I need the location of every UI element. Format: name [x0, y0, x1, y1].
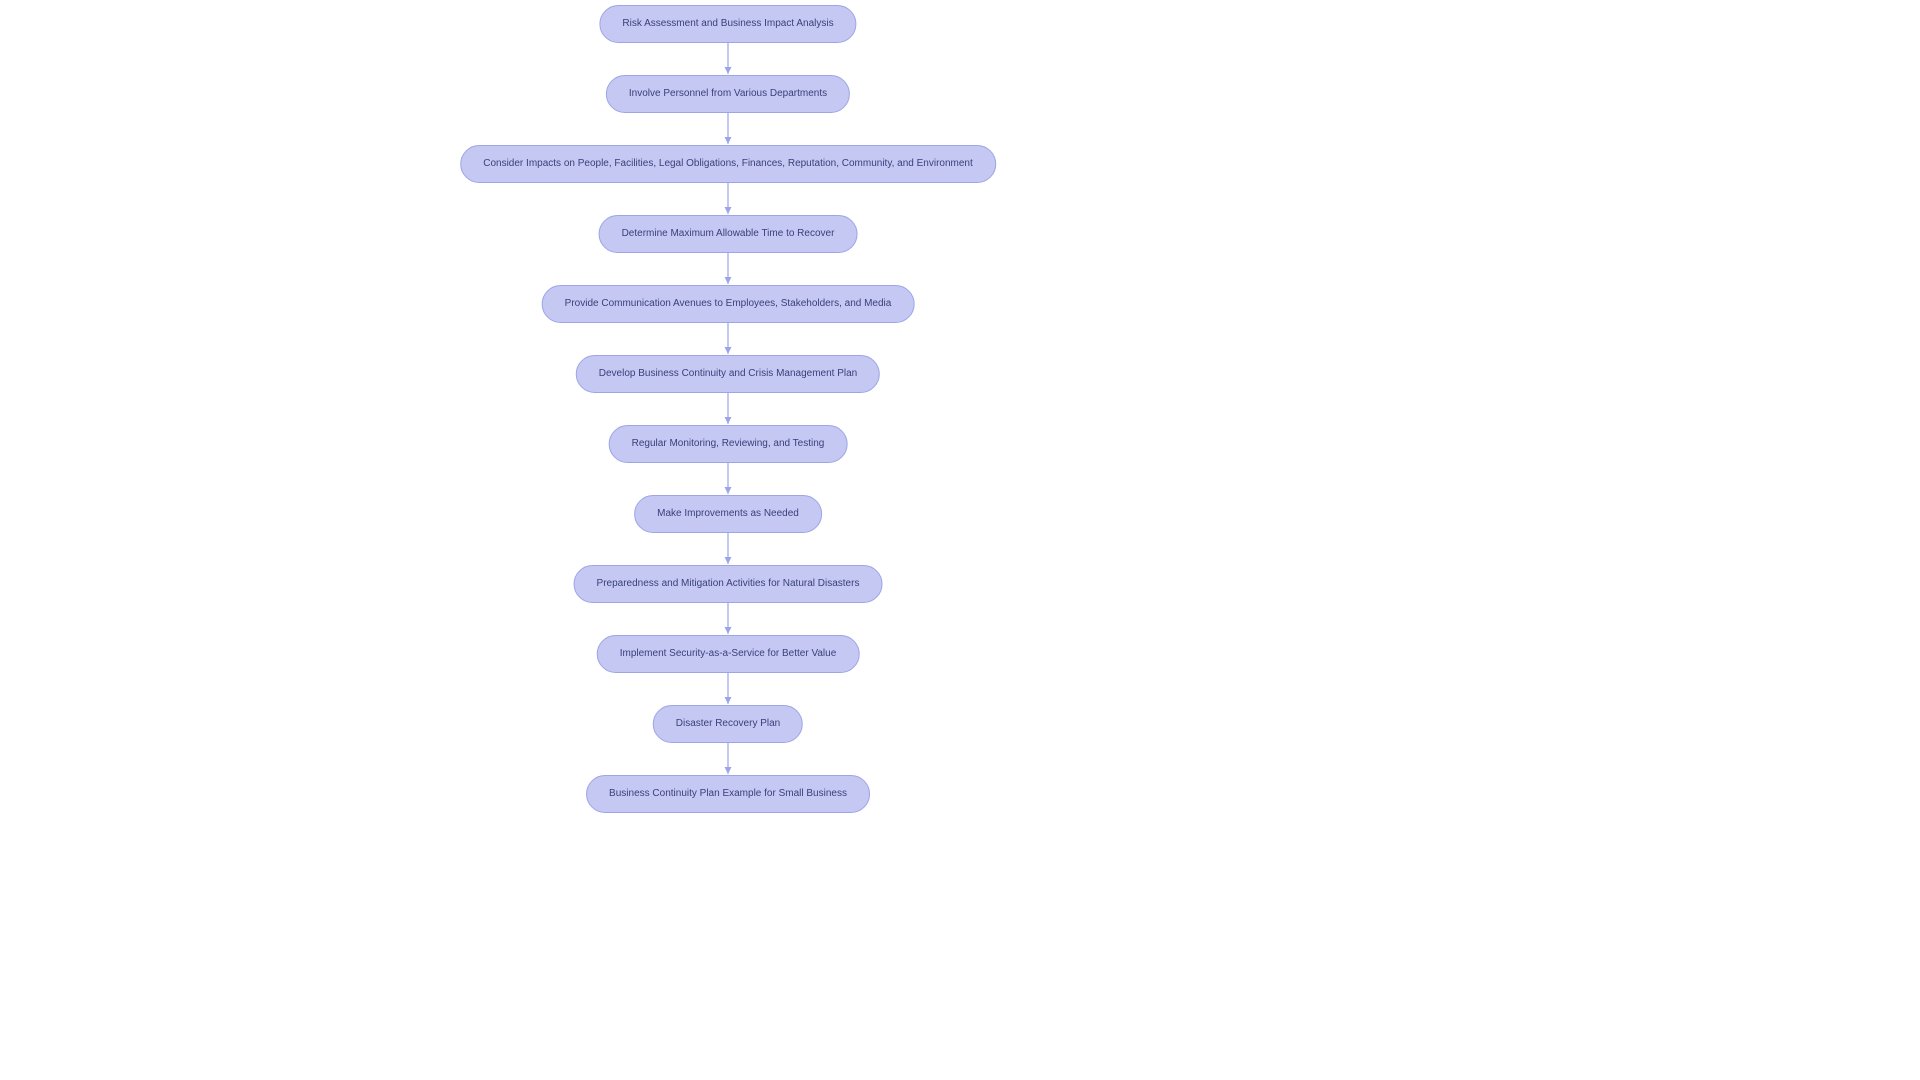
flowchart-node-label: Determine Maximum Allowable Time to Reco…	[622, 228, 835, 240]
flowchart-node-label: Regular Monitoring, Reviewing, and Testi…	[632, 438, 825, 450]
flowchart-node: Involve Personnel from Various Departmen…	[606, 75, 850, 113]
flowchart-node-label: Provide Communication Avenues to Employe…	[565, 298, 892, 310]
flowchart-node-label: Disaster Recovery Plan	[676, 718, 780, 730]
flowchart-node-label: Risk Assessment and Business Impact Anal…	[622, 18, 833, 30]
flowchart-node-label: Preparedness and Mitigation Activities f…	[597, 578, 860, 590]
flowchart-node-label: Implement Security-as-a-Service for Bett…	[620, 648, 837, 660]
flowchart-node-label: Develop Business Continuity and Crisis M…	[599, 368, 857, 380]
flowchart-node: Determine Maximum Allowable Time to Reco…	[599, 215, 858, 253]
flowchart-node-label: Consider Impacts on People, Facilities, …	[483, 158, 973, 170]
flowchart-node-label: Business Continuity Plan Example for Sma…	[609, 788, 847, 800]
flowchart-node-label: Make Improvements as Needed	[657, 508, 799, 520]
flowchart-canvas: Risk Assessment and Business Impact Anal…	[0, 0, 1920, 1080]
flowchart-node: Regular Monitoring, Reviewing, and Testi…	[609, 425, 848, 463]
flowchart-node: Risk Assessment and Business Impact Anal…	[599, 5, 856, 43]
flowchart-node: Make Improvements as Needed	[634, 495, 822, 533]
flowchart-node: Implement Security-as-a-Service for Bett…	[597, 635, 860, 673]
flowchart-node: Business Continuity Plan Example for Sma…	[586, 775, 870, 813]
flowchart-node: Consider Impacts on People, Facilities, …	[460, 145, 996, 183]
flowchart-node: Preparedness and Mitigation Activities f…	[574, 565, 883, 603]
flowchart-node: Provide Communication Avenues to Employe…	[542, 285, 915, 323]
flowchart-node-label: Involve Personnel from Various Departmen…	[629, 88, 827, 100]
flowchart-node: Disaster Recovery Plan	[653, 705, 803, 743]
flowchart-node: Develop Business Continuity and Crisis M…	[576, 355, 880, 393]
